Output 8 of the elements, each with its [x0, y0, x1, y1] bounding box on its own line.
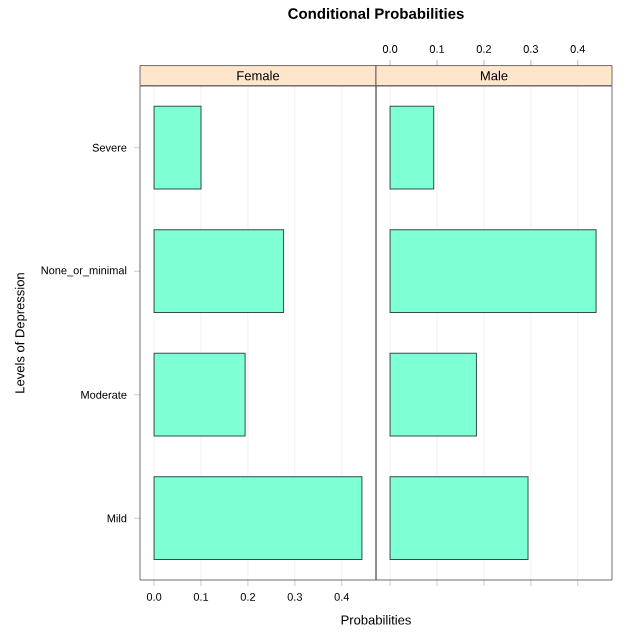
bar [389, 352, 477, 437]
bar [153, 105, 202, 190]
bar [389, 105, 435, 190]
bar [389, 229, 597, 314]
bar [153, 229, 285, 314]
bar [389, 476, 529, 561]
bar [153, 352, 246, 437]
bar [153, 476, 363, 561]
